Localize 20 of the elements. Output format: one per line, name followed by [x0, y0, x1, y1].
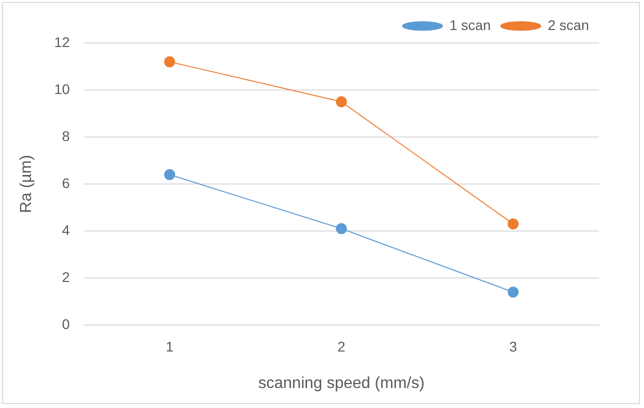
point — [508, 286, 519, 298]
point — [508, 218, 519, 230]
y-tick-label: 2 — [62, 268, 70, 285]
y-tick-label: 10 — [54, 80, 70, 97]
point — [164, 56, 176, 68]
y-axis-title: Ra (µm) — [18, 154, 36, 214]
y-tick-label: 6 — [62, 174, 70, 191]
x-tick-label: 2 — [337, 338, 346, 354]
legend-label: 1 scan — [450, 16, 491, 33]
y-tick-label: 4 — [62, 222, 70, 238]
x-tick-label: 1 — [166, 338, 174, 354]
point — [336, 96, 347, 108]
y-tick-label: 0 — [62, 316, 70, 332]
point — [336, 223, 347, 234]
x-axis-title: scanning speed (mm/s) — [258, 374, 425, 392]
point — [164, 169, 176, 180]
legend-label: 2 scan — [548, 16, 589, 33]
y-tick-label: 8 — [62, 128, 70, 144]
y-tick-label: 12 — [54, 34, 70, 50]
x-tick-label: 3 — [509, 338, 518, 354]
